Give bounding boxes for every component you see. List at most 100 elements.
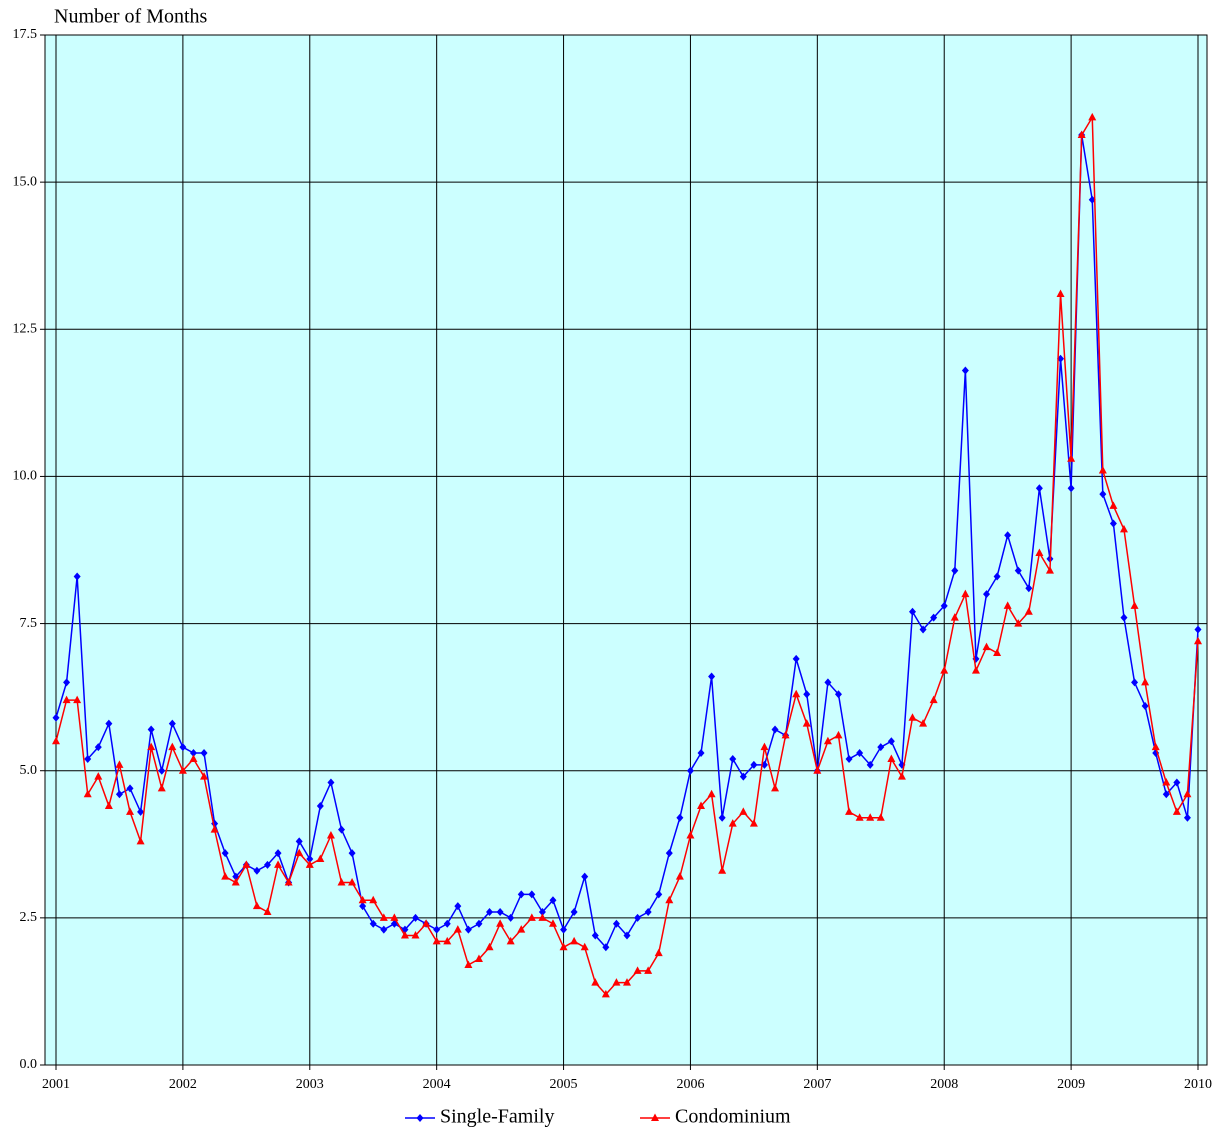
y-axis-title: Number of Months	[54, 6, 208, 28]
point-marker	[961, 589, 970, 598]
point-marker	[1162, 777, 1171, 786]
point-marker	[189, 749, 197, 758]
point-marker	[951, 566, 959, 575]
x-tick-label: 2005	[550, 1077, 578, 1092]
point-marker	[94, 743, 102, 752]
y-tick-label: 5.0	[20, 763, 38, 778]
point-marker	[1088, 112, 1097, 121]
x-tick-label: 2001	[42, 1077, 70, 1092]
point-marker	[601, 989, 610, 998]
point-marker	[559, 942, 568, 951]
point-marker	[189, 754, 198, 762]
point-marker	[348, 849, 356, 858]
point-marker	[644, 907, 652, 916]
point-marker	[940, 666, 949, 674]
point-marker	[379, 913, 388, 921]
point-marker	[221, 849, 229, 858]
point-marker	[749, 819, 758, 827]
point-marker	[1025, 584, 1033, 593]
point-marker	[412, 913, 420, 922]
point-marker	[147, 742, 156, 751]
point-marker	[517, 890, 525, 899]
point-marker	[1014, 619, 1023, 627]
point-marker	[62, 695, 71, 704]
point-marker	[147, 725, 155, 734]
point-marker	[919, 625, 927, 634]
point-marker	[612, 978, 621, 986]
point-marker	[284, 878, 293, 886]
point-marker	[1024, 607, 1033, 615]
point-marker	[1194, 636, 1202, 645]
point-marker	[1109, 519, 1117, 528]
point-marker	[528, 890, 536, 899]
point-marker	[549, 896, 557, 905]
point-marker	[358, 895, 367, 904]
point-marker	[295, 848, 304, 857]
point-marker	[739, 807, 748, 815]
point-marker	[1183, 789, 1192, 798]
point-marker	[443, 936, 452, 945]
point-marker	[982, 642, 991, 651]
point-marker	[675, 872, 684, 880]
point-marker	[623, 931, 631, 940]
point-marker	[63, 678, 71, 687]
point-marker	[602, 943, 610, 952]
point-marker	[390, 913, 399, 921]
point-marker	[1173, 778, 1181, 787]
point-marker	[1014, 566, 1022, 575]
x-tick-label: 2009	[1057, 1077, 1085, 1092]
point-marker	[231, 878, 240, 886]
point-marker	[971, 666, 980, 674]
point-marker	[929, 695, 938, 704]
point-marker	[1120, 613, 1128, 622]
point-marker	[824, 678, 832, 687]
point-marker	[1130, 601, 1139, 609]
y-tick-label: 2.5	[20, 910, 38, 925]
point-marker	[908, 713, 917, 721]
point-marker	[136, 836, 145, 845]
point-marker	[210, 825, 219, 833]
point-marker	[708, 672, 716, 681]
point-marker	[200, 772, 209, 780]
point-marker	[633, 966, 642, 974]
point-marker	[380, 925, 388, 934]
point-marker	[517, 925, 526, 933]
point-marker	[697, 801, 706, 810]
legend-marker	[416, 1114, 424, 1122]
point-marker	[887, 737, 895, 746]
point-marker	[94, 772, 103, 780]
point-marker	[538, 913, 547, 921]
point-marker	[1109, 501, 1118, 509]
point-marker	[665, 849, 673, 858]
point-marker	[834, 730, 843, 739]
point-marker	[654, 948, 663, 957]
point-marker	[252, 901, 261, 910]
point-marker	[1067, 454, 1076, 462]
point-marker	[1131, 678, 1139, 687]
point-marker	[338, 825, 345, 834]
y-tick-label: 12.5	[13, 322, 38, 337]
point-marker	[813, 766, 822, 774]
point-marker	[496, 907, 504, 916]
point-marker	[200, 749, 208, 758]
point-marker	[1162, 790, 1170, 799]
point-marker	[179, 743, 187, 752]
point-marker	[993, 572, 1001, 581]
point-marker	[581, 872, 589, 881]
point-marker	[686, 830, 695, 839]
point-marker	[84, 754, 92, 763]
point-marker	[316, 854, 325, 862]
plot-area	[44, 34, 1208, 1066]
point-marker	[306, 855, 314, 863]
point-marker	[950, 613, 959, 621]
point-marker	[739, 772, 747, 781]
point-marker	[453, 925, 462, 933]
point-marker	[845, 807, 854, 815]
y-tick-label: 15.0	[13, 174, 38, 189]
point-marker	[274, 860, 283, 868]
point-marker	[781, 730, 790, 739]
point-marker	[1099, 490, 1107, 499]
point-marker	[876, 813, 885, 821]
point-marker	[718, 813, 726, 822]
